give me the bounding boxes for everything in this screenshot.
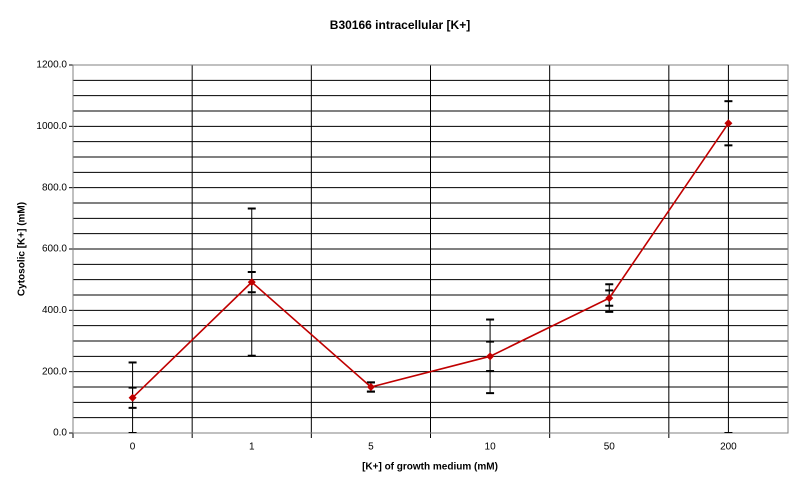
marker bbox=[724, 119, 733, 128]
plot-frame bbox=[72, 64, 789, 434]
y-tick-label: 800.0 bbox=[42, 182, 67, 193]
chart-title: B30166 intracellular [K+] bbox=[330, 18, 470, 32]
y-tick-label: 400.0 bbox=[42, 305, 67, 316]
series-line bbox=[132, 122, 730, 399]
y-tick-label: 1000.0 bbox=[36, 121, 67, 132]
y-axis-label: Cytosolic [K+] (mM) bbox=[17, 202, 28, 296]
x-tick-label: 1 bbox=[249, 442, 255, 453]
y-tick-label: 200.0 bbox=[42, 366, 67, 377]
x-tick-label: 5 bbox=[368, 442, 374, 453]
y-tick-label: 1200.0 bbox=[36, 60, 67, 71]
x-tick-label: 0 bbox=[130, 442, 136, 453]
x-tick-label: 50 bbox=[604, 442, 616, 453]
x-tick-label: 10 bbox=[485, 442, 497, 453]
marker bbox=[366, 383, 375, 391]
marker bbox=[128, 393, 137, 402]
marker bbox=[486, 352, 495, 361]
marker bbox=[605, 294, 614, 303]
y-tick-label: 600.0 bbox=[42, 244, 67, 255]
x-tick-label: 200 bbox=[720, 442, 737, 453]
x-axis-label: [K+] of growth medium (mM) bbox=[362, 462, 498, 473]
marker bbox=[247, 278, 256, 287]
y-tick-label: 0.0 bbox=[53, 428, 67, 439]
